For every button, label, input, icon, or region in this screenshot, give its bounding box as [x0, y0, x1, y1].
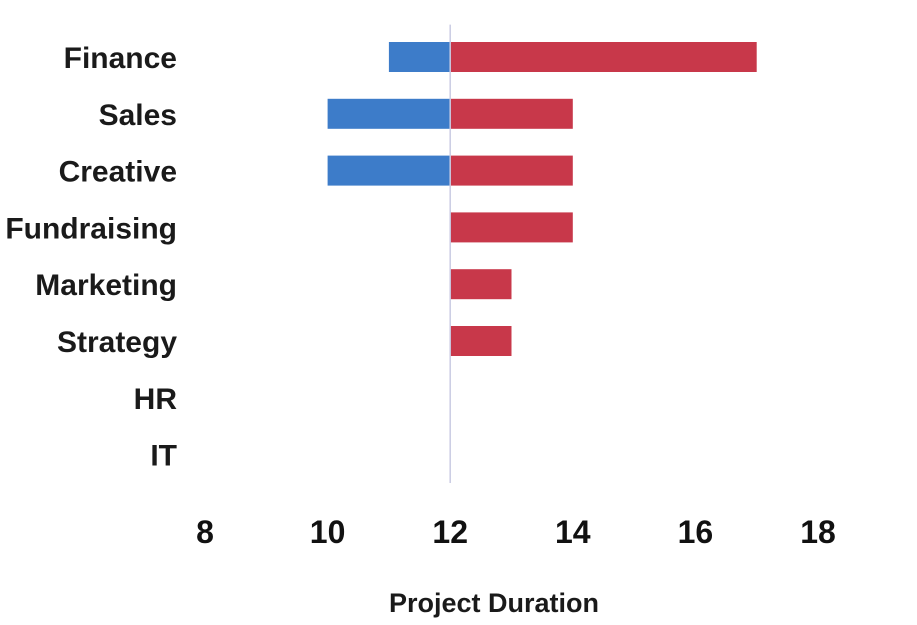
bar-finance-upper: [450, 42, 757, 72]
category-label-strategy: Strategy: [57, 326, 177, 359]
category-label-hr: HR: [134, 383, 178, 416]
bars-group: [327, 42, 757, 356]
x-axis-title: Project Duration: [389, 588, 599, 618]
x-tick-label-18: 18: [800, 514, 836, 550]
x-tick-label-16: 16: [678, 514, 714, 550]
x-tick-label-12: 12: [432, 514, 468, 550]
bar-strategy-upper: [450, 326, 512, 356]
bar-sales-lower: [327, 98, 451, 129]
category-label-marketing: Marketing: [35, 269, 177, 302]
x-tick-label-10: 10: [310, 514, 346, 550]
bar-creative-upper: [450, 155, 573, 186]
bar-fundraising-upper: [450, 212, 573, 243]
category-label-finance: Finance: [64, 42, 177, 75]
category-label-fundraising: Fundraising: [5, 212, 177, 245]
x-tick-label-14: 14: [555, 514, 591, 550]
bar-marketing-upper: [450, 269, 512, 300]
bar-finance-lower: [388, 42, 451, 72]
x-tick-label-8: 8: [196, 514, 214, 550]
category-label-it: IT: [150, 440, 177, 473]
category-label-creative: Creative: [59, 156, 177, 189]
x-axis-ticks: 8 10 12 14 16 18: [196, 514, 836, 550]
bar-creative-lower: [327, 155, 451, 186]
bar-sales-upper: [450, 98, 573, 129]
category-labels: Finance Sales Creative Fundraising Marketing…: [5, 42, 177, 473]
category-label-sales: Sales: [99, 99, 177, 132]
